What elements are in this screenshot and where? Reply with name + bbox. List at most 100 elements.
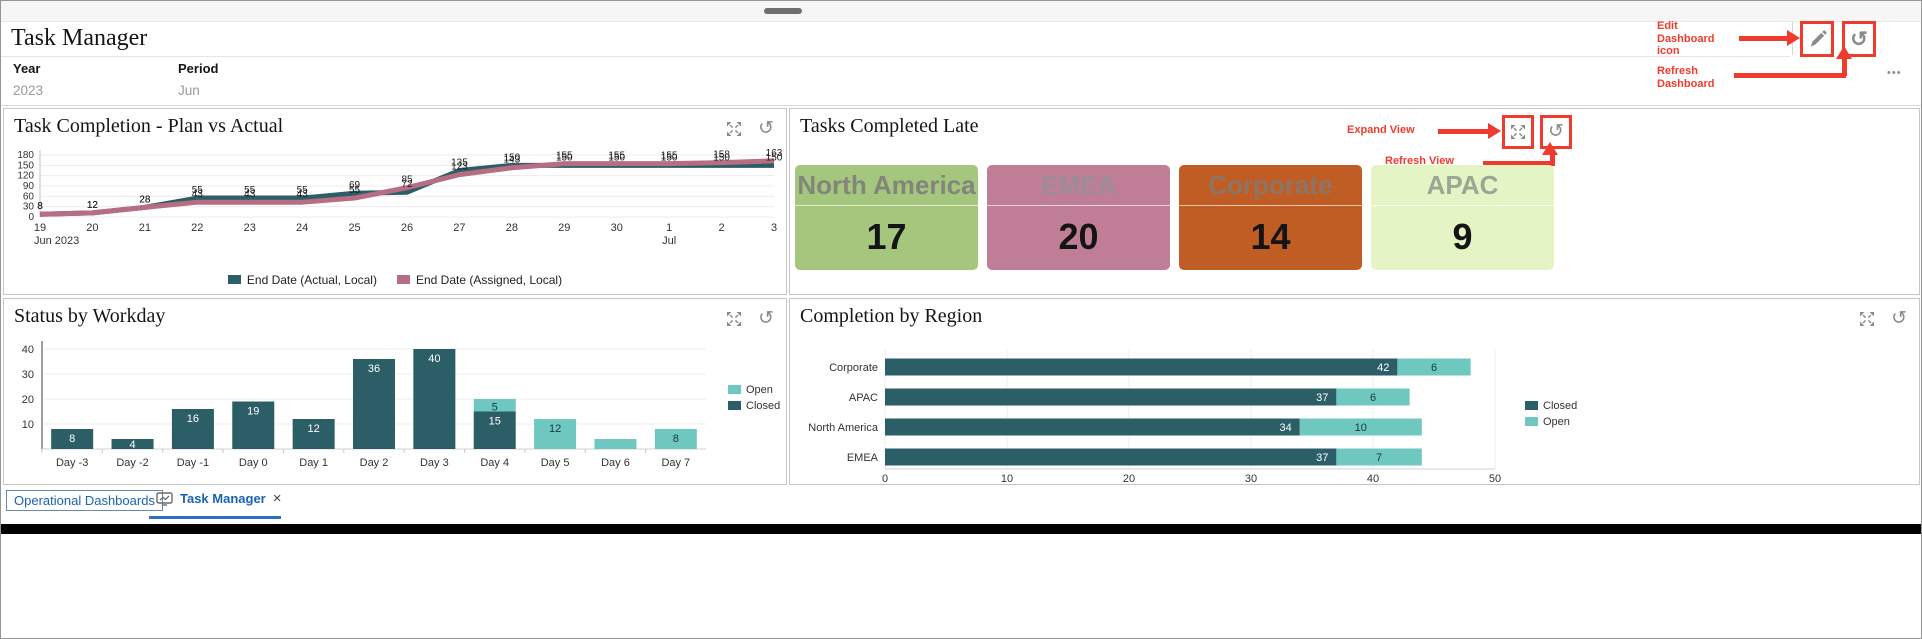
region-tile-north-america[interactable]: North America 17 <box>795 165 978 270</box>
svg-text:0: 0 <box>882 473 888 485</box>
svg-text:Jul: Jul <box>662 235 676 247</box>
legend-swatch <box>728 401 741 410</box>
year-filter-value[interactable]: 2023 <box>13 83 44 98</box>
expand-view-icon[interactable] <box>726 311 742 327</box>
svg-text:28: 28 <box>139 194 151 205</box>
svg-text:150: 150 <box>556 152 573 163</box>
line-series[interactable] <box>39 158 775 217</box>
tab-close-icon[interactable]: × <box>272 490 282 507</box>
edit-dashboard-button[interactable] <box>1800 21 1834 57</box>
svg-text:Closed: Closed <box>746 400 780 412</box>
refresh-view-icon[interactable]: ↺ <box>758 308 774 329</box>
legend-swatch <box>1525 401 1538 410</box>
svg-text:158: 158 <box>713 150 730 161</box>
operational-dashboards-link[interactable]: Operational Dashboards <box>6 490 163 511</box>
tile-region-label: EMEA <box>987 165 1170 206</box>
edit-annotation-arrowhead <box>1787 30 1800 46</box>
svg-text:155: 155 <box>556 151 573 162</box>
svg-text:155: 155 <box>608 151 625 162</box>
refresh-view-icon[interactable]: ↺ <box>1891 308 1907 329</box>
svg-text:Day 3: Day 3 <box>420 457 449 469</box>
bar-open[interactable] <box>534 419 577 449</box>
svg-text:40: 40 <box>22 344 34 356</box>
svg-text:42: 42 <box>1377 362 1389 374</box>
svg-text:20: 20 <box>86 222 98 234</box>
bar-closed[interactable] <box>171 409 214 449</box>
expand-view-button[interactable] <box>1502 115 1534 149</box>
expand-annotation-arrowhead <box>1488 123 1501 139</box>
refresh-view-icon[interactable]: ↺ <box>758 118 774 139</box>
bar-closed[interactable] <box>473 411 516 450</box>
bar-closed[interactable] <box>353 359 395 449</box>
expand-view-icon[interactable] <box>1859 311 1875 327</box>
expand-view-icon <box>1511 125 1525 139</box>
svg-text:Jun 2023: Jun 2023 <box>34 235 79 247</box>
tab-task-manager[interactable]: Task Manager × <box>156 490 282 507</box>
svg-text:155: 155 <box>661 151 678 162</box>
svg-text:6: 6 <box>1370 392 1376 404</box>
svg-text:3: 3 <box>771 222 777 234</box>
svg-text:135: 135 <box>451 158 468 169</box>
svg-text:72: 72 <box>401 179 413 190</box>
svg-text:150: 150 <box>713 152 730 163</box>
region-tile-emea[interactable]: EMEA 20 <box>987 165 1170 270</box>
hbar-open[interactable] <box>1336 388 1410 406</box>
bar-closed[interactable] <box>413 349 456 449</box>
more-actions-ellipsis[interactable]: ••• <box>1887 67 1902 79</box>
hbar-open[interactable] <box>1336 448 1422 466</box>
svg-text:150: 150 <box>504 152 521 163</box>
bar-closed[interactable] <box>292 419 335 449</box>
svg-text:15: 15 <box>489 416 501 428</box>
svg-text:19: 19 <box>34 222 46 234</box>
period-filter-value[interactable]: Jun <box>178 83 200 98</box>
tile-region-label: APAC <box>1371 165 1554 206</box>
refresh-view-icon: ↺ <box>1548 121 1564 142</box>
top-strip <box>1 1 1921 22</box>
tile-value: 14 <box>1250 216 1291 257</box>
svg-text:7: 7 <box>1376 452 1382 464</box>
legend-swatch <box>227 275 241 284</box>
drag-handle[interactable] <box>764 8 802 14</box>
refresh-view-annotation-arrowhead <box>1542 142 1558 155</box>
svg-text:28: 28 <box>506 222 518 234</box>
hbar-closed[interactable] <box>885 448 1337 466</box>
svg-text:43: 43 <box>192 189 204 200</box>
refresh-annotation-arrowhead <box>1836 46 1852 59</box>
panel-title-completion-region: Completion by Region <box>800 305 983 327</box>
svg-text:16: 16 <box>187 413 199 425</box>
refresh-annotation-arrow <box>1734 73 1846 78</box>
svg-text:12: 12 <box>549 423 561 435</box>
svg-text:123: 123 <box>451 162 468 173</box>
status-by-workday-bar-chart[interactable]: 10 20 30 40 8 Day -3 4 Day -2 16 Day -1 19 Day 0 12 D… <box>6 331 786 483</box>
bar-closed[interactable] <box>232 401 275 450</box>
svg-text:55: 55 <box>192 185 204 196</box>
svg-text:55: 55 <box>297 185 309 196</box>
hbar-closed[interactable] <box>885 418 1300 436</box>
hbar-open[interactable] <box>1299 418 1422 436</box>
svg-text:5: 5 <box>492 402 498 414</box>
svg-text:150: 150 <box>608 152 625 163</box>
svg-text:37: 37 <box>1316 452 1328 464</box>
header-divider <box>1 56 1790 57</box>
hbar-open[interactable] <box>1397 358 1471 376</box>
svg-text:163: 163 <box>766 148 783 159</box>
bar-open[interactable] <box>594 439 637 449</box>
panel-title-task-completion: Task Completion - Plan vs Actual <box>14 115 284 137</box>
bar-closed[interactable] <box>111 439 154 449</box>
expand-view-icon[interactable] <box>726 121 742 137</box>
hbar-closed[interactable] <box>885 388 1337 406</box>
svg-text:24: 24 <box>296 222 308 234</box>
edit-dashboard-annotation: Edit Dashboard icon <box>1657 20 1715 57</box>
svg-text:20: 20 <box>1123 473 1135 485</box>
region-tile-apac[interactable]: APAC 9 <box>1371 165 1554 270</box>
line-chart-legend: End Date (Actual, Local) End Date (Assign… <box>4 273 786 287</box>
bar-open[interactable] <box>654 429 697 449</box>
bar-open[interactable] <box>473 399 516 412</box>
bar-closed[interactable] <box>51 429 94 449</box>
svg-text:Day 0: Day 0 <box>239 457 268 469</box>
hbar-closed[interactable] <box>885 358 1398 376</box>
completion-by-region-bar-chart[interactable]: 0 10 20 30 40 50 Corporate 42 6 APAC 37 6 North Amer… <box>790 329 1918 485</box>
region-tile-corporate[interactable]: Corporate 14 <box>1179 165 1362 270</box>
